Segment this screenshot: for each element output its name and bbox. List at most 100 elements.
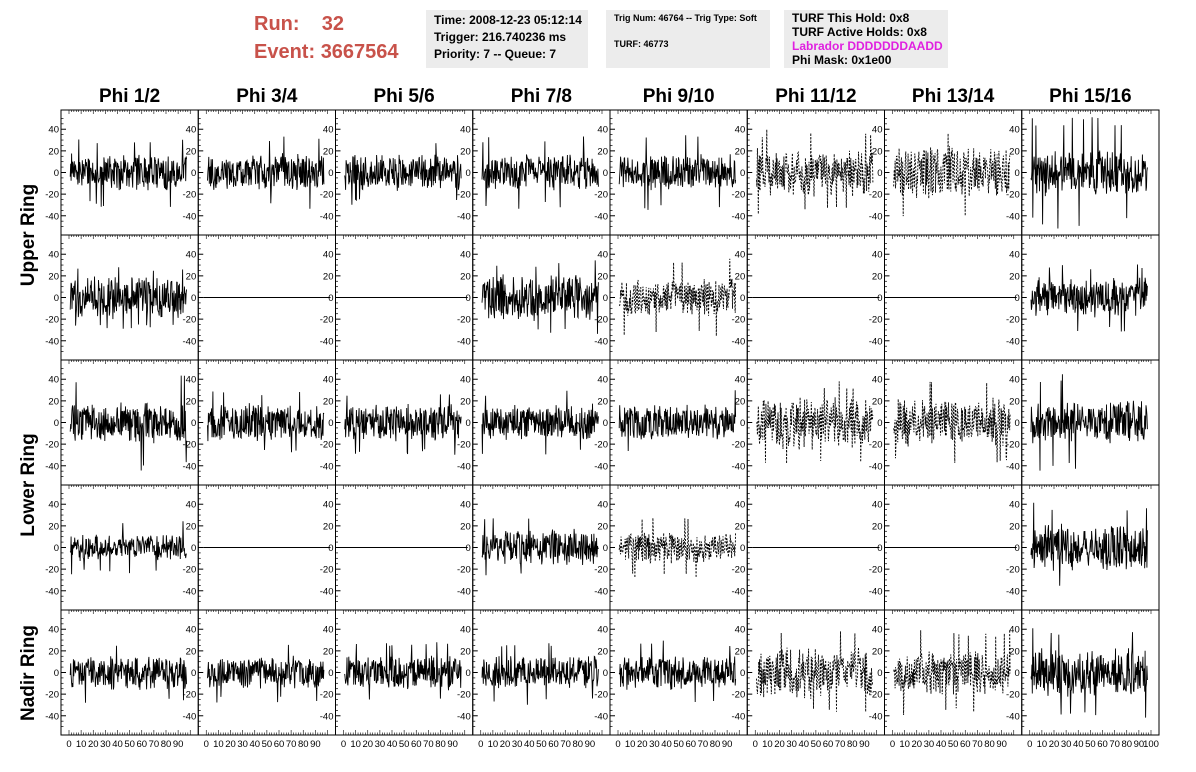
x-tick-label: 70 bbox=[1109, 739, 1120, 750]
y-tick-label: 40 bbox=[323, 250, 334, 261]
waveform-trace bbox=[481, 518, 599, 576]
x-tick-label: 10 bbox=[762, 739, 773, 750]
y-axis: -40 -20 0 20 40 bbox=[732, 368, 753, 477]
y-tick-label: -20 bbox=[594, 690, 608, 701]
y-tick-label: 40 bbox=[872, 375, 883, 386]
x-tick-label: 80 bbox=[710, 739, 721, 750]
panel-r1-c5: -40 -20 0 20 40 bbox=[594, 109, 748, 236]
x-tick-label: 10 bbox=[213, 739, 224, 750]
y-tick-label: -20 bbox=[320, 690, 334, 701]
y-tick-label: 0 bbox=[465, 418, 470, 429]
y-tick-label: 40 bbox=[735, 375, 746, 386]
x-tick-label: 90 bbox=[996, 739, 1007, 750]
x-tick-label: 70 bbox=[423, 739, 434, 750]
y-tick-label: 20 bbox=[460, 271, 471, 282]
x-tick-label: 30 bbox=[1061, 739, 1072, 750]
y-tick-label: -20 bbox=[45, 190, 59, 201]
waveform-trace bbox=[1030, 628, 1148, 718]
panel-r3-c5: -40 -20 0 20 40 bbox=[594, 359, 748, 486]
y-tick-label: -20 bbox=[45, 440, 59, 451]
x-tick-label: 70 bbox=[698, 739, 709, 750]
x-tick-label: 20 bbox=[774, 739, 785, 750]
y-tick-label: -20 bbox=[457, 690, 471, 701]
panel-r1-c3: -40 -20 0 20 40 bbox=[320, 109, 474, 236]
y-axis: -40 -20 0 20 40 bbox=[1006, 618, 1027, 727]
y-tick-label: -40 bbox=[594, 336, 608, 347]
x-tick-label: 0 bbox=[66, 739, 71, 750]
y-axis: -40 -20 0 20 40 bbox=[320, 368, 341, 477]
y-tick-label: 20 bbox=[1009, 521, 1020, 532]
y-tick-label: 40 bbox=[597, 250, 608, 261]
y-tick-label: 40 bbox=[186, 500, 197, 511]
y-tick-label: 0 bbox=[328, 418, 333, 429]
y-tick-label: 40 bbox=[1009, 125, 1020, 136]
y-tick-label: 40 bbox=[323, 500, 334, 511]
x-tick-label: 0 bbox=[341, 739, 346, 750]
panel-r1-c4: -40 -20 0 20 40 bbox=[457, 109, 611, 236]
y-tick-label: -40 bbox=[183, 336, 197, 347]
x-tick-label: 30 bbox=[649, 739, 660, 750]
y-tick-label: 40 bbox=[48, 125, 59, 136]
x-tick-label: 70 bbox=[149, 739, 160, 750]
y-tick-label: -20 bbox=[183, 315, 197, 326]
x-tick-label: 20 bbox=[637, 739, 648, 750]
y-tick-label: 40 bbox=[735, 625, 746, 636]
event-value: 3667564 bbox=[320, 41, 399, 63]
y-tick-label: 20 bbox=[186, 146, 197, 157]
y-tick-label: 0 bbox=[740, 543, 745, 554]
panel-r4-c5: -40 -20 0 20 40 bbox=[594, 484, 748, 611]
panel-r2-c1: -40 -20 0 20 40 bbox=[45, 234, 199, 361]
y-tick-label: 40 bbox=[1009, 250, 1020, 261]
waveform-trace bbox=[481, 136, 599, 209]
column-title-3: Phi 5/6 bbox=[373, 86, 435, 107]
y-tick-label: -20 bbox=[869, 315, 883, 326]
y-axis: -40 -20 0 20 40 bbox=[320, 118, 341, 227]
y-tick-label: 0 bbox=[1014, 543, 1019, 554]
y-tick-label: 20 bbox=[1009, 646, 1020, 657]
y-tick-label: 40 bbox=[1009, 500, 1020, 511]
y-tick-label: -40 bbox=[320, 586, 334, 597]
trig-info-box: Trig Num: 46764 -- Trig Type: Soft TURF:… bbox=[606, 10, 770, 68]
x-tick-label: 80 bbox=[572, 739, 583, 750]
y-axis: -40 -20 0 20 40 bbox=[869, 618, 890, 727]
waveform-trace bbox=[618, 640, 737, 703]
waveform-trace bbox=[69, 375, 188, 471]
y-tick-label: 40 bbox=[186, 125, 197, 136]
panel-r4-c7: -40 -20 0 20 40 bbox=[869, 484, 1023, 611]
y-tick-label: 0 bbox=[328, 168, 333, 179]
y-tick-label: -40 bbox=[594, 461, 608, 472]
y-tick-label: -40 bbox=[45, 711, 59, 722]
panel-r4-c6: -40 -20 0 20 40 bbox=[732, 484, 885, 611]
y-tick-label: 0 bbox=[191, 168, 196, 179]
x-tick-label: 50 bbox=[811, 739, 822, 750]
y-tick-label: 0 bbox=[740, 668, 745, 679]
y-tick-label: -20 bbox=[732, 690, 746, 701]
y-tick-label: -40 bbox=[457, 461, 471, 472]
y-tick-label: 0 bbox=[603, 293, 608, 304]
y-axis: -40 -20 0 20 40 bbox=[457, 243, 478, 352]
y-axis: -40 -20 0 20 40 bbox=[183, 118, 204, 227]
y-tick-label: -40 bbox=[594, 586, 608, 597]
y-axis: -40 -20 0 20 40 bbox=[732, 618, 753, 727]
y-tick-label: -20 bbox=[183, 565, 197, 576]
panel-r4-c4: -40 -20 0 20 40 bbox=[457, 484, 611, 611]
y-tick-label: 40 bbox=[323, 375, 334, 386]
y-tick-label: 20 bbox=[186, 396, 197, 407]
y-tick-label: 0 bbox=[740, 293, 745, 304]
x-tick-label: 50 bbox=[673, 739, 684, 750]
y-tick-label: -20 bbox=[457, 565, 471, 576]
y-tick-label: -40 bbox=[183, 211, 197, 222]
y-tick-label: 0 bbox=[603, 418, 608, 429]
turf-num-line: TURF: 46773 bbox=[614, 39, 669, 49]
y-axis: -40 -20 0 20 40 bbox=[320, 618, 341, 727]
x-tick-label: 80 bbox=[984, 739, 995, 750]
y-tick-label: -20 bbox=[869, 190, 883, 201]
x-tick-label: 80 bbox=[1121, 739, 1132, 750]
panel-r2-c3: -40 -20 0 20 40 bbox=[320, 234, 474, 361]
y-tick-label: 20 bbox=[1009, 396, 1020, 407]
y-tick-label: 40 bbox=[48, 250, 59, 261]
y-tick-label: -40 bbox=[457, 711, 471, 722]
column-title-6: Phi 11/12 bbox=[775, 86, 857, 107]
y-tick-label: 40 bbox=[460, 250, 471, 261]
